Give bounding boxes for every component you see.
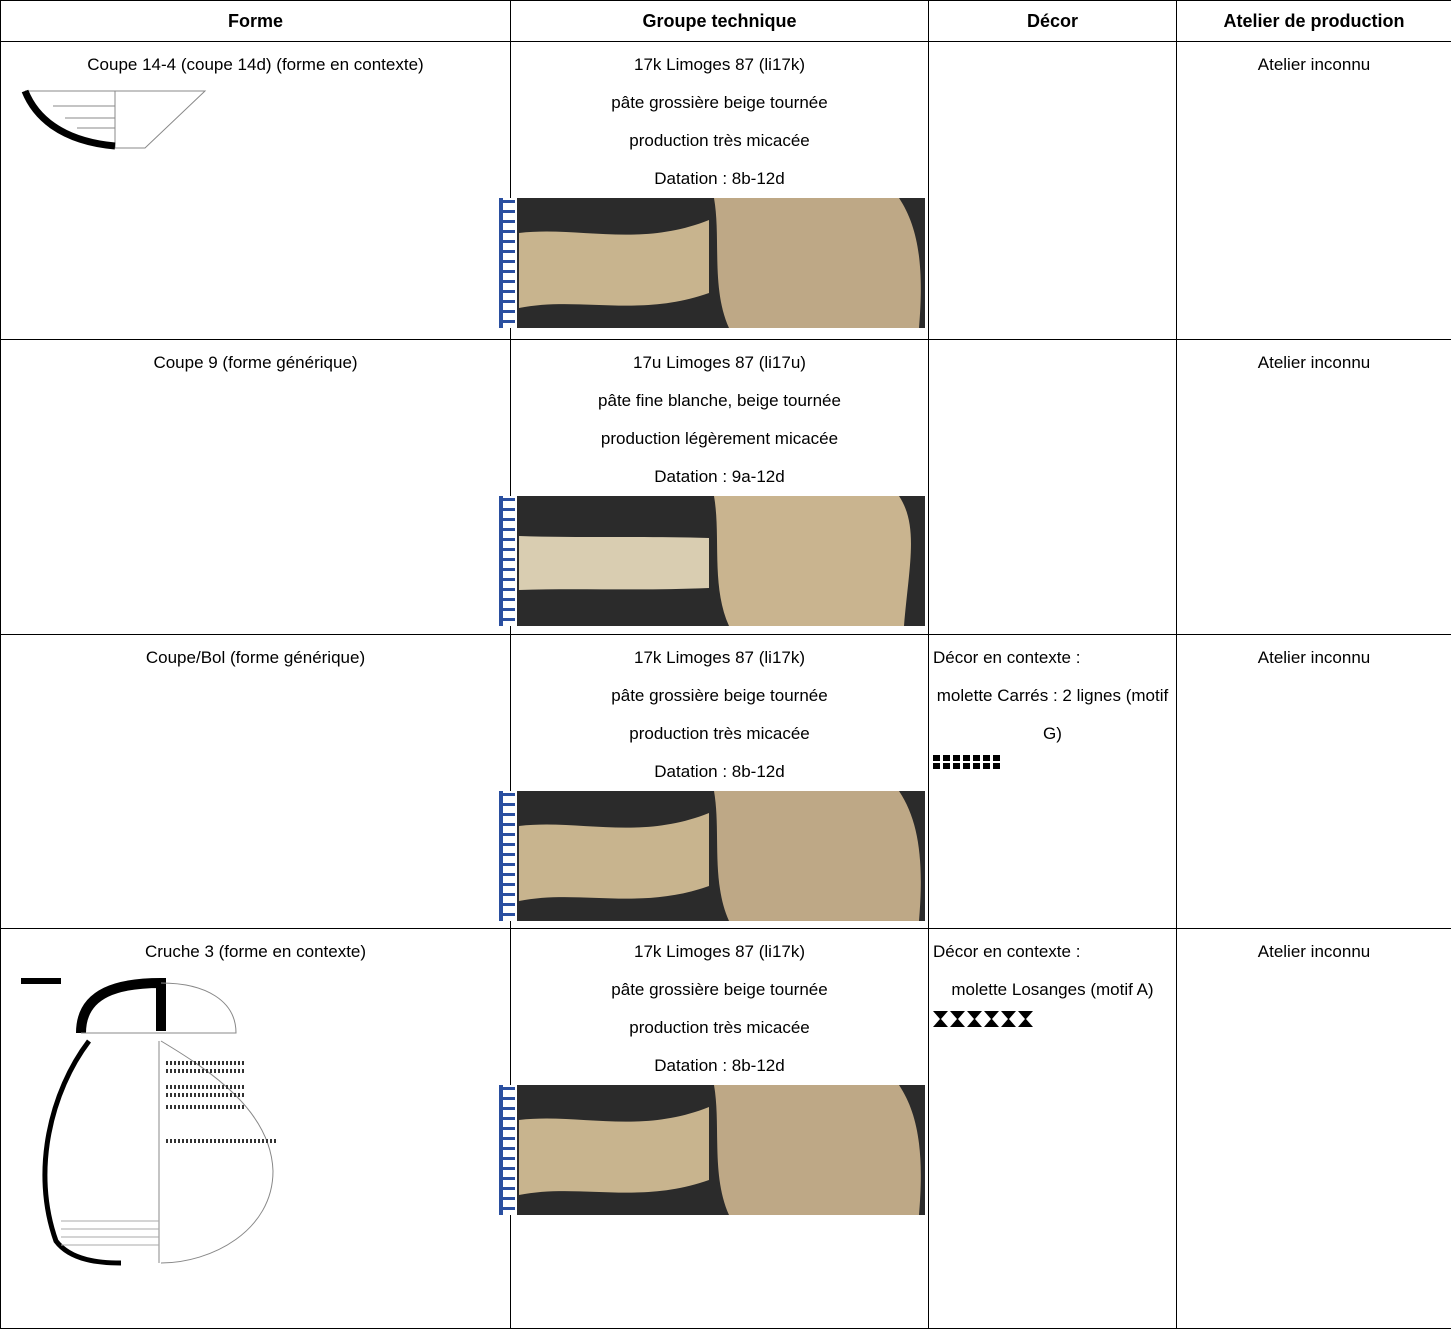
- groupe-line: production très micacée: [513, 122, 926, 160]
- bowl-drawing: [15, 86, 215, 156]
- decor-cell: Décor en contexte :molette Carrés : 2 li…: [929, 635, 1177, 929]
- atelier-cell: Atelier inconnu: [1177, 929, 1451, 1329]
- groupe-line: production légèrement micacée: [513, 420, 926, 458]
- sherd-photo: [499, 791, 925, 921]
- forme-label: Coupe/Bol (forme générique): [3, 639, 508, 677]
- atelier-label: Atelier inconnu: [1179, 639, 1449, 677]
- sherd-photo: [499, 1085, 925, 1215]
- atelier-label: Atelier inconnu: [1179, 933, 1449, 971]
- decor-line: molette Losanges (motif A): [931, 971, 1174, 1009]
- decor-line: Décor en contexte :: [931, 933, 1174, 971]
- motif-squares: [931, 753, 1011, 771]
- motif-diamonds: [931, 1009, 1041, 1029]
- groupe-cell: 17k Limoges 87 (li17k)pâte grossière bei…: [511, 635, 929, 929]
- groupe-line: pâte grossière beige tournée: [513, 84, 926, 122]
- groupe-line: 17u Limoges 87 (li17u): [513, 344, 926, 382]
- column-header: Groupe technique: [511, 1, 929, 42]
- atelier-cell: Atelier inconnu: [1177, 42, 1451, 340]
- table-row: Cruche 3 (forme en contexte) 17k Limoges…: [1, 929, 1451, 1329]
- table-row: Coupe/Bol (forme générique)17k Limoges 8…: [1, 635, 1451, 929]
- forme-cell: Coupe 14-4 (coupe 14d) (forme en context…: [1, 42, 511, 340]
- groupe-cell: 17k Limoges 87 (li17k)pâte grossière bei…: [511, 929, 929, 1329]
- forme-label: Coupe 14-4 (coupe 14d) (forme en context…: [3, 46, 508, 84]
- table-row: Coupe 14-4 (coupe 14d) (forme en context…: [1, 42, 1451, 340]
- column-header: Atelier de production: [1177, 1, 1451, 42]
- decor-line: molette Carrés : 2 lignes (motif G): [931, 677, 1174, 753]
- groupe-cell: 17u Limoges 87 (li17u)pâte fine blanche,…: [511, 340, 929, 635]
- groupe-line: 17k Limoges 87 (li17k): [513, 639, 926, 677]
- decor-cell: Décor en contexte :molette Losanges (mot…: [929, 929, 1177, 1329]
- atelier-label: Atelier inconnu: [1179, 344, 1449, 382]
- groupe-line: 17k Limoges 87 (li17k): [513, 46, 926, 84]
- decor-cell: [929, 340, 1177, 635]
- forme-label: Cruche 3 (forme en contexte): [3, 933, 508, 971]
- atelier-label: Atelier inconnu: [1179, 46, 1449, 84]
- groupe-line: Datation : 8b-12d: [513, 160, 926, 198]
- groupe-cell: 17k Limoges 87 (li17k)pâte grossière bei…: [511, 42, 929, 340]
- groupe-line: pâte grossière beige tournée: [513, 971, 926, 1009]
- groupe-line: pâte grossière beige tournée: [513, 677, 926, 715]
- groupe-line: production très micacée: [513, 1009, 926, 1047]
- table-body: Coupe 14-4 (coupe 14d) (forme en context…: [1, 42, 1451, 1329]
- column-header: Décor: [929, 1, 1177, 42]
- sherd-photo: [499, 496, 925, 626]
- groupe-line: pâte fine blanche, beige tournée: [513, 382, 926, 420]
- forme-label: Coupe 9 (forme générique): [3, 344, 508, 382]
- groupe-line: Datation : 8b-12d: [513, 1047, 926, 1085]
- forme-cell: Coupe 9 (forme générique): [1, 340, 511, 635]
- column-header: Forme: [1, 1, 511, 42]
- table-row: Coupe 9 (forme générique)17u Limoges 87 …: [1, 340, 1451, 635]
- forme-cell: Cruche 3 (forme en contexte): [1, 929, 511, 1329]
- groupe-line: 17k Limoges 87 (li17k): [513, 933, 926, 971]
- groupe-line: Datation : 8b-12d: [513, 753, 926, 791]
- decor-cell: [929, 42, 1177, 340]
- groupe-line: production très micacée: [513, 715, 926, 753]
- forme-cell: Coupe/Bol (forme générique): [1, 635, 511, 929]
- atelier-cell: Atelier inconnu: [1177, 340, 1451, 635]
- sherd-photo: [499, 198, 925, 328]
- jug-drawing: [11, 971, 311, 1271]
- groupe-line: Datation : 9a-12d: [513, 458, 926, 496]
- atelier-cell: Atelier inconnu: [1177, 635, 1451, 929]
- decor-line: Décor en contexte :: [931, 639, 1174, 677]
